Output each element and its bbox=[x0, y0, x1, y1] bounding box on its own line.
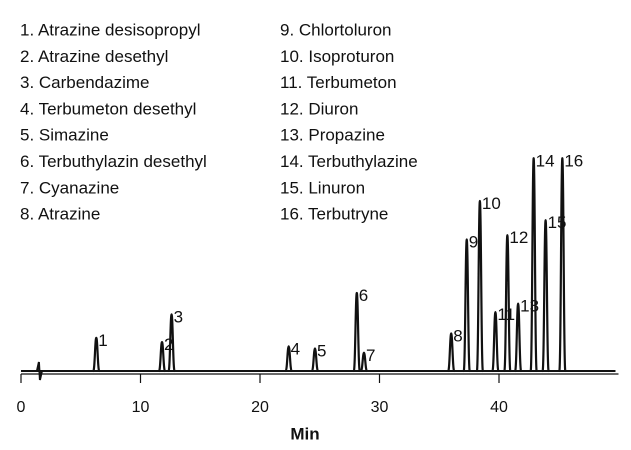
peak bbox=[284, 345, 293, 373]
x-tick-label: 30 bbox=[371, 399, 389, 416]
legend-entry: 4. Terbumeton desethyl bbox=[20, 99, 196, 118]
peak-label: 2 bbox=[164, 335, 173, 354]
peak bbox=[491, 311, 500, 373]
peak-label: 10 bbox=[482, 194, 501, 213]
peak bbox=[558, 157, 567, 373]
peak bbox=[462, 238, 471, 373]
peak-label: 3 bbox=[174, 307, 183, 326]
legend-entry: 10. Isoproturon bbox=[280, 47, 394, 66]
legend-entry: 15. Linuron bbox=[280, 178, 365, 197]
x-tick-label: 0 bbox=[17, 399, 26, 416]
peak-label: 16 bbox=[564, 151, 583, 170]
peak-label: 4 bbox=[291, 339, 300, 358]
peak-label: 6 bbox=[359, 286, 368, 305]
legend-entry: 8. Atrazine bbox=[20, 205, 100, 224]
peak-label: 7 bbox=[366, 346, 375, 365]
injection-artifact bbox=[35, 361, 43, 381]
peak-label: 5 bbox=[317, 341, 326, 360]
peak bbox=[352, 291, 361, 373]
peak bbox=[514, 302, 523, 373]
peak bbox=[167, 313, 176, 373]
x-tick-label: 10 bbox=[132, 399, 150, 416]
peak bbox=[310, 347, 320, 373]
legend-entry: 6. Terbuthylazin desethyl bbox=[20, 152, 207, 171]
legend-entry: 14. Terbuthylazine bbox=[280, 152, 418, 171]
peak bbox=[529, 157, 538, 373]
peak-label: 1 bbox=[98, 331, 107, 350]
legend-entry: 13. Propazine bbox=[280, 126, 385, 145]
peak-label: 9 bbox=[469, 232, 478, 251]
legend-entry: 1. Atrazine desisopropyl bbox=[20, 20, 201, 39]
x-tick-label: 40 bbox=[490, 399, 508, 416]
peak bbox=[503, 234, 512, 373]
peak bbox=[541, 219, 550, 373]
peak bbox=[447, 332, 456, 373]
legend-entry: 12. Diuron bbox=[280, 99, 358, 118]
legend-entry: 11. Terbumeton bbox=[280, 73, 397, 92]
x-tick-label: 20 bbox=[251, 399, 269, 416]
legend-entry: 3. Carbendazime bbox=[20, 73, 149, 92]
legend-entry: 16. Terbutryne bbox=[280, 205, 388, 224]
legend-entry: 5. Simazine bbox=[20, 126, 109, 145]
x-axis-title: Min bbox=[290, 424, 319, 443]
peak bbox=[92, 336, 101, 373]
legend-entry: 7. Cyanazine bbox=[20, 178, 119, 197]
peak bbox=[359, 351, 369, 373]
peak bbox=[475, 199, 484, 373]
legend-entry: 9. Chlortoluron bbox=[280, 20, 392, 39]
peak-label: 14 bbox=[536, 151, 555, 170]
peak bbox=[157, 340, 167, 373]
peak-label: 8 bbox=[453, 327, 462, 346]
legend-entry: 2. Atrazine desethyl bbox=[20, 47, 168, 66]
peak-label: 12 bbox=[509, 228, 528, 247]
